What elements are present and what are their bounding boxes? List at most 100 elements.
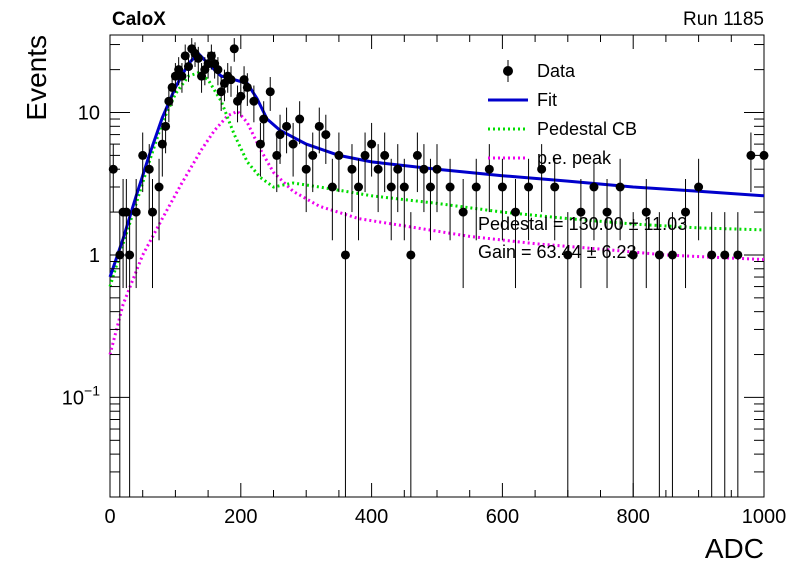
data-marker: [602, 207, 612, 217]
data-marker: [367, 139, 377, 149]
y-tick-exponent: −1: [84, 382, 100, 398]
data-point: [308, 132, 318, 193]
pedestal-cb-line: [108, 71, 765, 288]
data-marker: [720, 250, 730, 260]
data-point: [576, 178, 586, 289]
data-point: [524, 158, 534, 241]
data-point: [327, 158, 337, 241]
data-point: [537, 144, 547, 213]
x-tick-label: 400: [355, 506, 388, 528]
data-point: [380, 132, 390, 193]
data-marker: [746, 150, 756, 160]
fit-annotation-pedestal: Pedestal = 130.00 ± 11.03: [478, 214, 687, 234]
data-marker: [242, 82, 252, 92]
data-point: [694, 158, 704, 241]
data-marker: [206, 51, 216, 61]
data-point: [510, 178, 520, 289]
fit-annotation-gain: Gain = 63.44 ± 6.23: [478, 242, 637, 262]
data-marker: [615, 182, 625, 192]
y-tick-label: 1: [89, 245, 100, 267]
data-point: [288, 122, 298, 177]
data-marker: [497, 182, 507, 192]
data-point: [177, 63, 187, 93]
legend-label: Data: [537, 61, 576, 81]
data-marker: [406, 250, 416, 260]
data-marker: [121, 207, 131, 217]
data-marker: [138, 150, 148, 160]
y-tick-base: 1: [89, 245, 100, 267]
data-point: [154, 158, 164, 241]
data-marker: [164, 96, 174, 106]
data-point: [272, 132, 282, 193]
data-marker: [180, 51, 190, 61]
data-marker: [510, 207, 520, 217]
data-point: [367, 122, 377, 177]
data-point: [419, 144, 429, 213]
data-point: [340, 212, 350, 497]
data-point: [226, 66, 236, 97]
y-tick-label: 10: [78, 103, 100, 125]
legend-item: Data: [503, 60, 576, 82]
data-marker: [334, 150, 344, 160]
data-marker: [236, 91, 246, 101]
data-marker: [148, 207, 158, 217]
plot-frame: [109, 34, 765, 498]
data-points: [108, 38, 769, 497]
data-point: [148, 178, 158, 289]
data-point: [412, 132, 422, 193]
data-point: [347, 144, 357, 213]
data-marker: [354, 182, 364, 192]
data-marker: [327, 182, 337, 192]
data-marker: [707, 250, 717, 260]
data-point: [259, 101, 269, 145]
data-point: [720, 212, 730, 497]
data-marker: [275, 130, 285, 140]
data-point: [121, 178, 131, 289]
data-marker: [360, 150, 370, 160]
legend: Data Fit Pedestal CB p.e. peak: [488, 60, 637, 168]
data-marker: [386, 182, 396, 192]
data-point: [295, 101, 305, 145]
data-marker: [524, 182, 534, 192]
legend-label: p.e. peak: [537, 148, 612, 168]
data-point: [432, 144, 442, 213]
data-point: [746, 132, 756, 193]
data-marker: [733, 250, 743, 260]
data-marker: [321, 130, 331, 140]
y-tick-label: 10−1: [62, 382, 100, 409]
data-marker: [144, 164, 154, 174]
data-point: [628, 212, 638, 497]
run-label: Run 1185: [683, 9, 764, 30]
data-point: [641, 178, 651, 289]
data-marker: [226, 75, 236, 85]
data-marker: [484, 164, 494, 174]
data-marker: [308, 150, 318, 160]
data-point: [484, 144, 494, 213]
y-tick-base: 10: [78, 103, 100, 125]
legend-item: Fit: [488, 90, 557, 110]
data-point: [161, 107, 171, 154]
data-point: [242, 73, 252, 106]
data-marker: [288, 139, 298, 149]
data-marker: [272, 150, 282, 160]
data-point: [131, 178, 141, 289]
y-tick-base: 10: [62, 387, 84, 409]
data-marker: [589, 182, 599, 192]
data-marker: [432, 164, 442, 174]
data-point: [255, 122, 265, 177]
data-point: [236, 81, 246, 117]
data-marker: [694, 182, 704, 192]
data-marker: [563, 250, 573, 260]
data-marker: [393, 164, 403, 174]
data-point: [229, 38, 239, 62]
data-point: [157, 122, 167, 177]
legend-marker: [503, 66, 513, 76]
data-point: [471, 158, 481, 241]
data-marker: [157, 139, 167, 149]
data-marker: [681, 207, 691, 217]
data-point: [707, 212, 717, 497]
data-point: [144, 144, 154, 213]
data-marker: [154, 182, 164, 192]
data-marker: [550, 182, 560, 192]
